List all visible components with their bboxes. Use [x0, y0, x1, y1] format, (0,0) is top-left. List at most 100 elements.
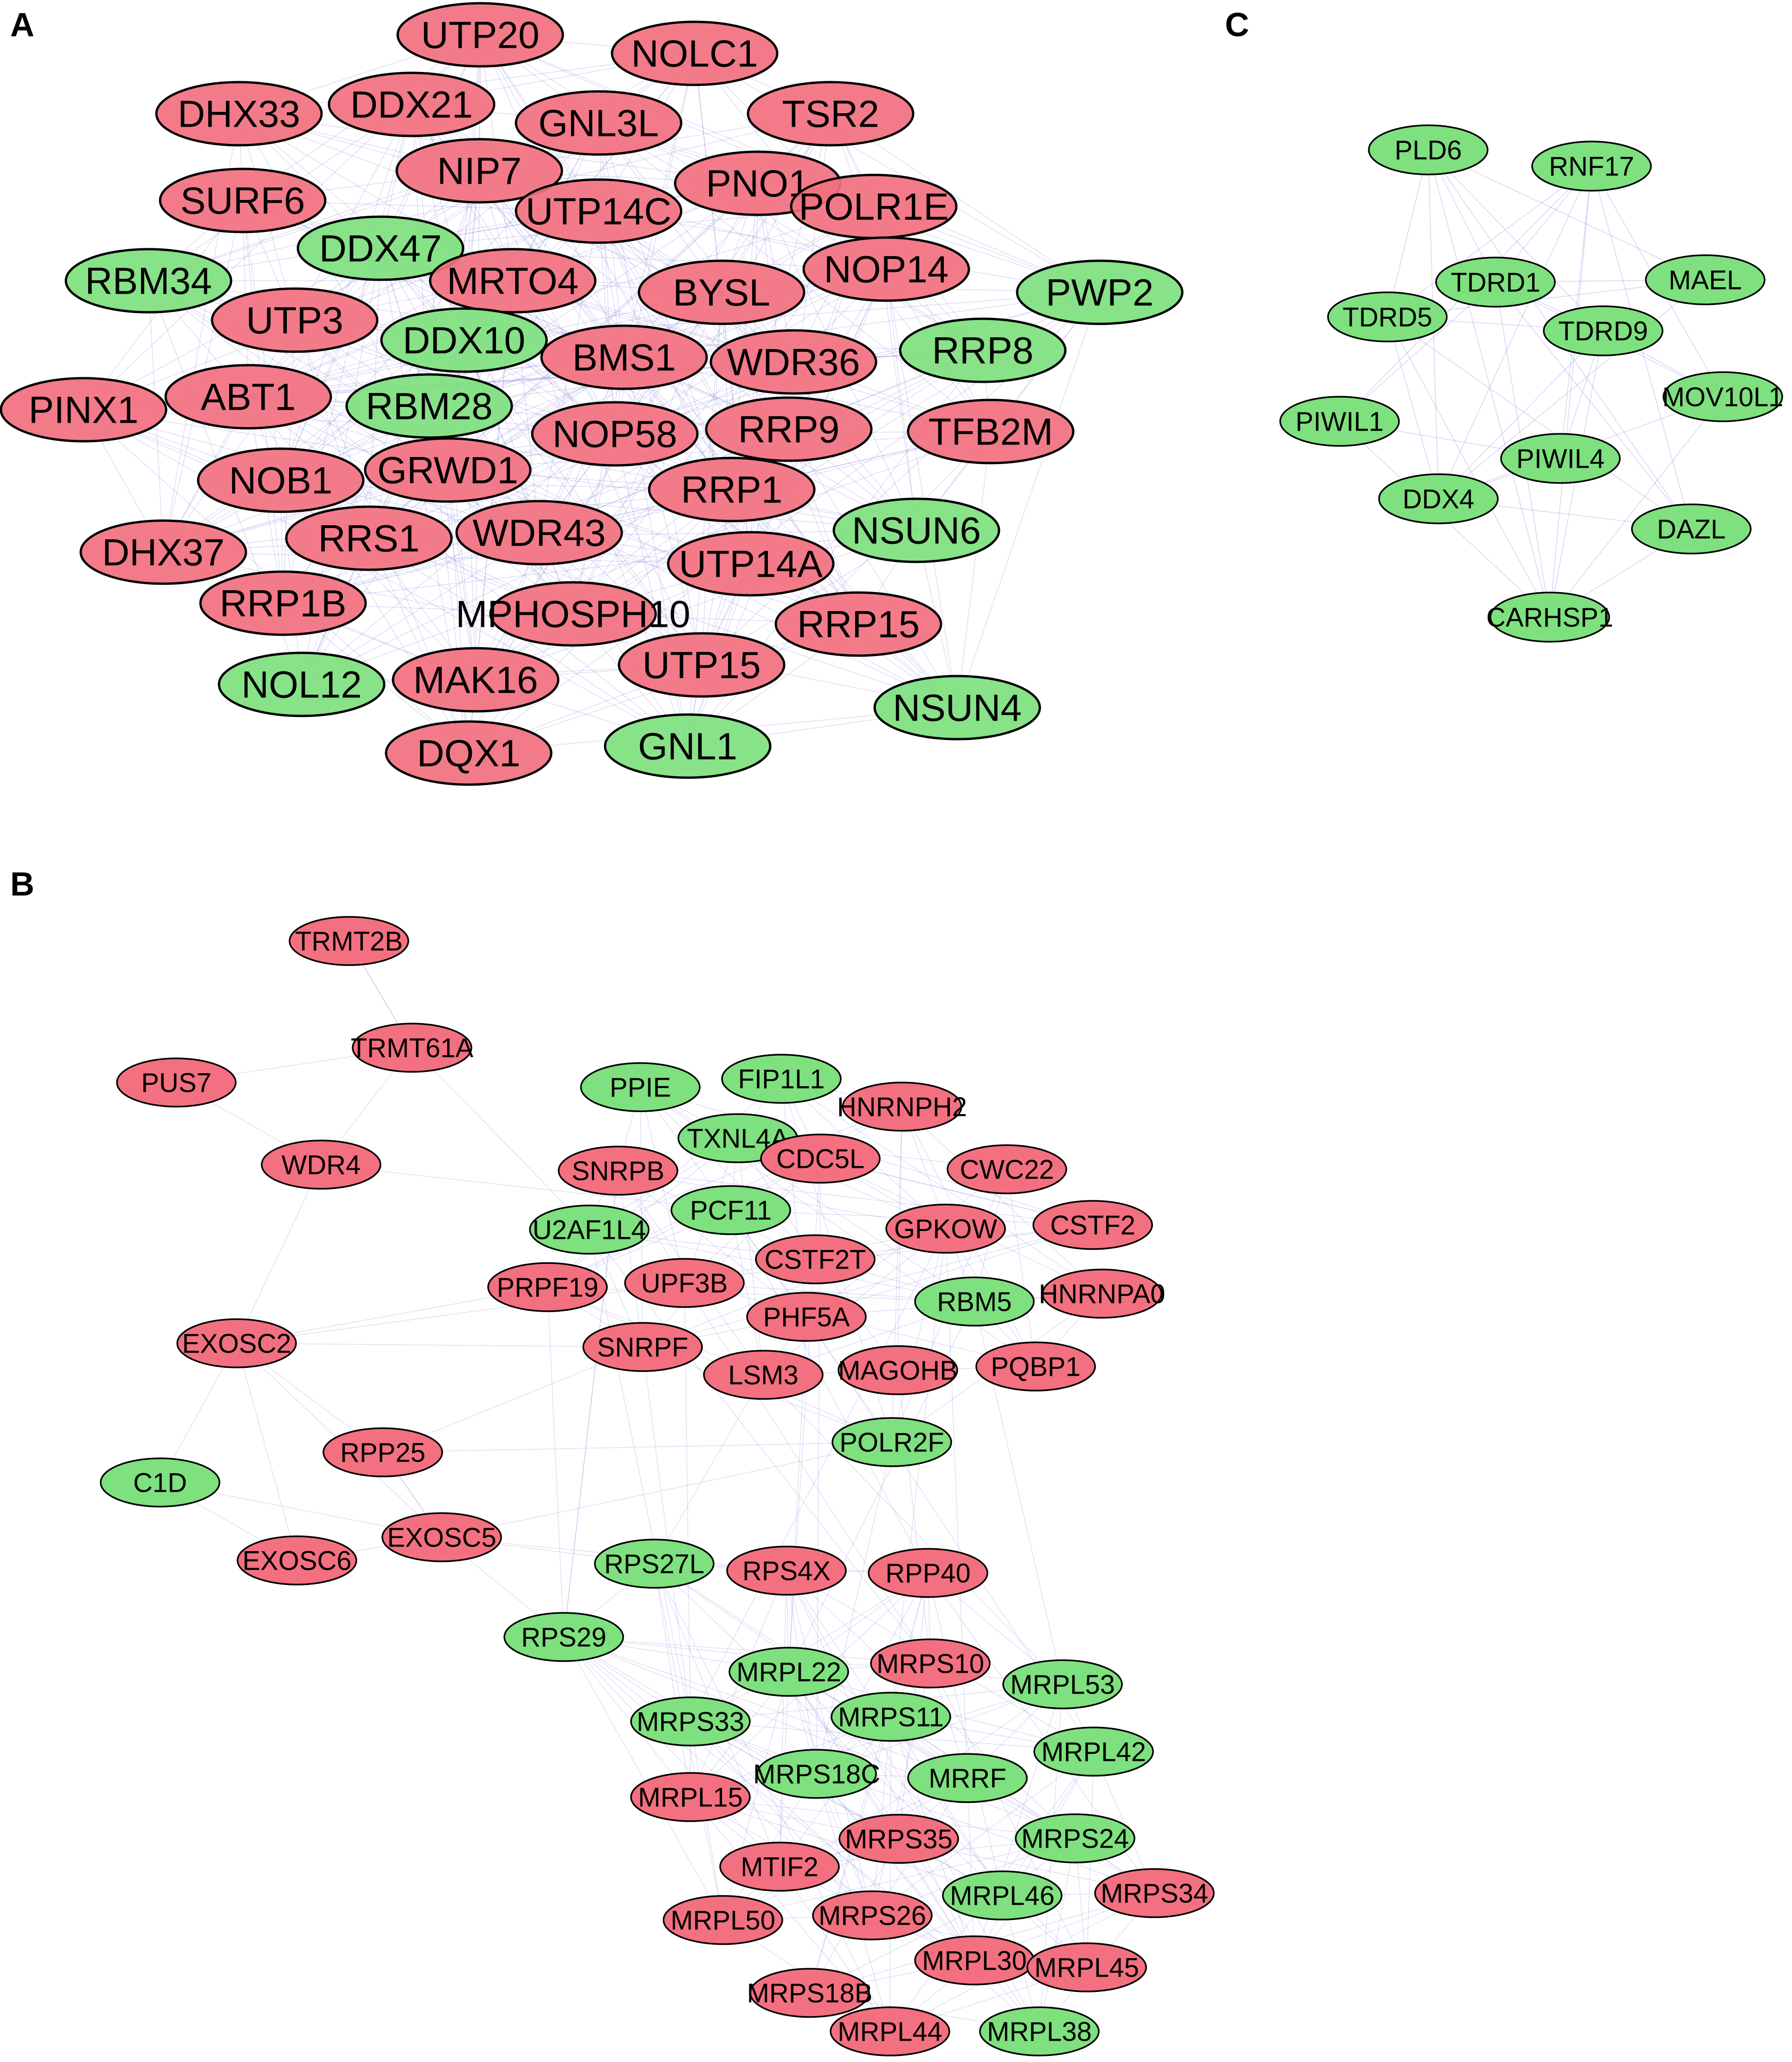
node-ellipse [1033, 1727, 1154, 1777]
node-nop14: NOP14 [802, 236, 970, 302]
network-edge-c [1387, 316, 1550, 618]
node-label: MRPS33 [637, 1707, 744, 1737]
node-label: DDX21 [350, 84, 473, 126]
network-edge-a [301, 431, 991, 685]
node-ellipse [942, 1870, 1063, 1920]
network-edge-a [380, 34, 481, 249]
network-edge-b [690, 1572, 928, 1722]
node-label: PCF11 [690, 1195, 772, 1225]
node-cstf2: CSTF2 [1032, 1200, 1153, 1250]
network-edge-b [890, 1716, 891, 2032]
network-edge-b [547, 1138, 738, 1288]
node-ellipse [211, 287, 379, 353]
node-label: MAEL [1669, 265, 1742, 295]
node-ellipse [842, 1082, 962, 1132]
node-label: UTP15 [642, 644, 761, 687]
network-edge-c [1438, 279, 1706, 499]
node-gnl1: GNL1 [604, 713, 772, 779]
node-rrp9: RRP9 [705, 396, 873, 462]
node-nob1: NOB1 [197, 447, 365, 513]
network-edge-a [512, 280, 1100, 293]
node-label: UTP14C [526, 191, 671, 233]
network-edge-c [1387, 316, 1692, 529]
node-label: WDR43 [472, 512, 606, 554]
node-label: ABT1 [200, 376, 296, 419]
panel-letter-c: C [1225, 6, 1249, 44]
network-edge-b [618, 1170, 807, 1317]
network-edge-a [447, 470, 476, 680]
node-ellipse [218, 651, 386, 717]
network-edge-a [701, 269, 887, 665]
network-edge-a [694, 53, 1100, 293]
node-label: SURF6 [180, 180, 305, 222]
network-edge-b [321, 1164, 731, 1211]
node-surf6: SURF6 [159, 168, 327, 233]
network-edge-b [890, 1716, 1003, 1896]
node-polr1e: POLR1E [790, 174, 958, 239]
node-rps27l: RPS27L [594, 1539, 715, 1589]
node-exosc2: EXOSC2 [176, 1318, 297, 1368]
network-edge-b [690, 1721, 1003, 1896]
node-ellipse [237, 1535, 357, 1585]
network-edge-c [1387, 166, 1592, 317]
network-edge-b [642, 1224, 1093, 1347]
node-ellipse [979, 2006, 1100, 2056]
node-piwil4: PIWIL4 [1500, 433, 1621, 484]
node-hnrnph2: HNRNPH2 [837, 1082, 967, 1132]
node-hnrnpa0: HNRNPA0 [1039, 1269, 1165, 1319]
network-edge-a [886, 269, 917, 531]
node-utp15: UTP15 [618, 632, 786, 698]
network-edge-a [163, 489, 732, 553]
node-label: UTP3 [246, 300, 343, 342]
network-edge-b [618, 1170, 1093, 1225]
node-ellipse [515, 90, 683, 156]
node-label: MRPL45 [1034, 1952, 1139, 1983]
node-ellipse [1094, 1868, 1215, 1918]
node-label: DHX37 [102, 532, 225, 574]
network-edge-b [967, 1778, 975, 1961]
node-mrpl50: MRPL50 [663, 1895, 783, 1945]
node-nolc1: NOLC1 [611, 20, 779, 86]
network-edge-b [690, 1721, 873, 1916]
node-ellipse [709, 329, 877, 395]
node-mrps24: MRPS24 [1015, 1813, 1135, 1863]
node-rpp25: RPP25 [322, 1427, 443, 1477]
node-label: RPP40 [885, 1558, 971, 1588]
network-edge-a [163, 320, 295, 553]
node-ellipse [1368, 124, 1489, 175]
node-ddx4: DDX4 [1378, 473, 1499, 524]
network-edge-a [380, 248, 887, 270]
network-edge-b [781, 1078, 1102, 1294]
network-edge-b [236, 1343, 643, 1347]
node-label: NSUN6 [852, 510, 981, 552]
node-rpp40: RPP40 [868, 1548, 988, 1598]
node-label: UTP20 [421, 14, 539, 57]
network-edge-b [737, 1138, 764, 1375]
node-ellipse [1042, 1269, 1162, 1319]
node-pwp2: PWP2 [1016, 259, 1184, 325]
network-edge-a [598, 122, 794, 362]
network-edge-b [654, 1374, 764, 1564]
node-ellipse [746, 1292, 867, 1342]
node-ellipse [1026, 1942, 1147, 1992]
node-mrpl46: MRPL46 [942, 1870, 1063, 1920]
node-mak16: MAK16 [392, 647, 560, 713]
network-edge-b [730, 1210, 764, 1375]
node-label: RRP1B [219, 583, 346, 625]
node-label: DDX4 [1403, 484, 1475, 514]
node-ellipse [197, 447, 365, 513]
node-label: RRP1 [681, 469, 783, 511]
node-label: MOV10L1 [1662, 382, 1783, 412]
node-ellipse [503, 1612, 624, 1662]
network-edge-b [654, 1563, 890, 2032]
node-label: RRP15 [797, 604, 920, 646]
network-edge-b [690, 1797, 975, 1961]
node-label: MRPL38 [987, 2017, 1092, 2047]
node-rrp15: RRP15 [774, 591, 942, 657]
node-label: RRS1 [318, 518, 420, 560]
network-edge-a [614, 433, 859, 625]
node-rnf17: RNF17 [1531, 141, 1652, 192]
node-prpf19: PRPF19 [487, 1262, 608, 1312]
node-mael: MAEL [1645, 254, 1766, 305]
node-label: NOP58 [553, 413, 677, 456]
